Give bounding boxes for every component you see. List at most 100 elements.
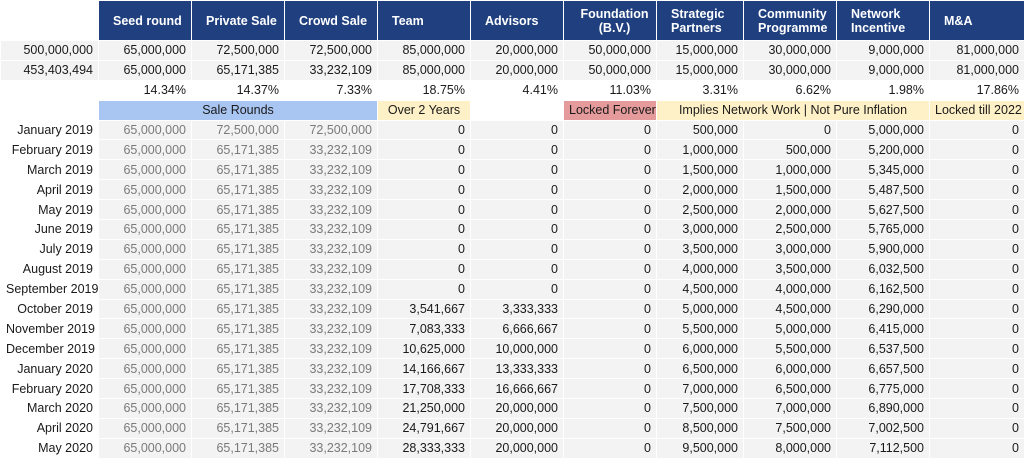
month-value-cell[interactable]: 65,000,000 <box>99 220 192 240</box>
month-label-cell[interactable]: October 2019 <box>1 299 99 319</box>
month-value-cell[interactable]: 5,500,000 <box>744 339 837 359</box>
month-value-cell[interactable]: 65,000,000 <box>99 279 192 299</box>
month-value-cell[interactable]: 20,000,000 <box>471 399 564 419</box>
month-value-cell[interactable]: 6,032,500 <box>837 259 930 279</box>
totals-value-cell[interactable]: 72,500,000 <box>192 41 285 61</box>
month-value-cell[interactable]: 65,000,000 <box>99 239 192 259</box>
month-value-cell[interactable]: 33,232,109 <box>285 438 378 458</box>
month-value-cell[interactable]: 0 <box>378 220 471 240</box>
header-m-and-a[interactable]: M&A <box>930 1 1024 41</box>
month-value-cell[interactable]: 500,000 <box>657 120 744 140</box>
month-value-cell[interactable]: 0 <box>378 120 471 140</box>
band-empty-cell[interactable] <box>1 100 99 120</box>
totals-value-cell[interactable]: 65,000,000 <box>99 60 192 80</box>
month-value-cell[interactable]: 72,500,000 <box>285 120 378 140</box>
month-label-cell[interactable]: June 2019 <box>1 220 99 240</box>
month-value-cell[interactable]: 0 <box>471 239 564 259</box>
month-value-cell[interactable]: 3,000,000 <box>657 220 744 240</box>
month-label-cell[interactable]: July 2019 <box>1 239 99 259</box>
month-value-cell[interactable]: 65,171,385 <box>192 200 285 220</box>
month-label-cell[interactable]: April 2020 <box>1 418 99 438</box>
month-value-cell[interactable]: 3,541,667 <box>378 299 471 319</box>
month-value-cell[interactable]: 6,890,000 <box>837 399 930 419</box>
month-value-cell[interactable]: 65,000,000 <box>99 319 192 339</box>
month-value-cell[interactable]: 1,000,000 <box>744 160 837 180</box>
month-value-cell[interactable]: 21,250,000 <box>378 399 471 419</box>
month-value-cell[interactable]: 65,000,000 <box>99 418 192 438</box>
month-value-cell[interactable]: 65,000,000 <box>99 359 192 379</box>
month-value-cell[interactable]: 1,000,000 <box>657 140 744 160</box>
month-value-cell[interactable]: 4,500,000 <box>657 279 744 299</box>
totals-value-cell[interactable]: 30,000,000 <box>744 41 837 61</box>
month-label-cell[interactable]: April 2019 <box>1 180 99 200</box>
month-value-cell[interactable]: 0 <box>930 438 1024 458</box>
month-value-cell[interactable]: 65,000,000 <box>99 399 192 419</box>
month-value-cell[interactable]: 0 <box>930 339 1024 359</box>
header-network-incentive[interactable]: Network Incentive <box>837 1 930 41</box>
totals-value-cell[interactable]: 1.98% <box>837 80 930 100</box>
month-value-cell[interactable]: 7,500,000 <box>744 418 837 438</box>
month-value-cell[interactable]: 0 <box>930 160 1024 180</box>
month-value-cell[interactable]: 0 <box>471 259 564 279</box>
month-value-cell[interactable]: 0 <box>930 239 1024 259</box>
month-value-cell[interactable]: 6,415,000 <box>837 319 930 339</box>
month-value-cell[interactable]: 20,000,000 <box>471 438 564 458</box>
month-value-cell[interactable]: 0 <box>744 120 837 140</box>
month-label-cell[interactable]: March 2019 <box>1 160 99 180</box>
month-value-cell[interactable]: 7,000,000 <box>744 399 837 419</box>
month-value-cell[interactable]: 65,171,385 <box>192 220 285 240</box>
month-value-cell[interactable]: 3,333,333 <box>471 299 564 319</box>
month-value-cell[interactable]: 0 <box>930 359 1024 379</box>
month-value-cell[interactable]: 6,500,000 <box>744 379 837 399</box>
totals-value-cell[interactable]: 85,000,000 <box>378 60 471 80</box>
month-value-cell[interactable]: 33,232,109 <box>285 299 378 319</box>
totals-value-cell[interactable]: 15,000,000 <box>657 41 744 61</box>
month-label-cell[interactable]: March 2020 <box>1 399 99 419</box>
month-value-cell[interactable]: 7,000,000 <box>657 379 744 399</box>
month-value-cell[interactable]: 5,200,000 <box>837 140 930 160</box>
month-value-cell[interactable]: 65,000,000 <box>99 120 192 140</box>
totals-value-cell[interactable]: 33,232,109 <box>285 60 378 80</box>
totals-value-cell[interactable]: 72,500,000 <box>285 41 378 61</box>
month-value-cell[interactable]: 8,500,000 <box>657 418 744 438</box>
band-advisors-empty[interactable] <box>471 100 564 120</box>
totals-value-cell[interactable]: 9,000,000 <box>837 41 930 61</box>
totals-value-cell[interactable]: 4.41% <box>471 80 564 100</box>
totals-value-cell[interactable]: 9,000,000 <box>837 60 930 80</box>
month-value-cell[interactable]: 65,171,385 <box>192 379 285 399</box>
month-value-cell[interactable]: 33,232,109 <box>285 379 378 399</box>
totals-value-cell[interactable]: 14.34% <box>99 80 192 100</box>
month-value-cell[interactable]: 0 <box>930 200 1024 220</box>
month-value-cell[interactable]: 65,171,385 <box>192 438 285 458</box>
totals-value-cell[interactable]: 20,000,000 <box>471 60 564 80</box>
totals-value-cell[interactable]: 18.75% <box>378 80 471 100</box>
month-value-cell[interactable]: 0 <box>930 180 1024 200</box>
month-label-cell[interactable]: September 2019 <box>1 279 99 299</box>
month-label-cell[interactable]: December 2019 <box>1 339 99 359</box>
header-private-sale[interactable]: Private Sale <box>192 1 285 41</box>
month-value-cell[interactable]: 0 <box>471 220 564 240</box>
month-value-cell[interactable]: 0 <box>564 279 657 299</box>
month-value-cell[interactable]: 0 <box>378 200 471 220</box>
month-value-cell[interactable]: 0 <box>564 299 657 319</box>
month-value-cell[interactable]: 28,333,333 <box>378 438 471 458</box>
month-value-cell[interactable]: 33,232,109 <box>285 399 378 419</box>
month-value-cell[interactable]: 0 <box>930 120 1024 140</box>
month-value-cell[interactable]: 33,232,109 <box>285 220 378 240</box>
band-network-work[interactable]: Implies Network Work | Not Pure Inflatio… <box>657 100 930 120</box>
month-value-cell[interactable]: 4,000,000 <box>744 279 837 299</box>
month-value-cell[interactable]: 5,000,000 <box>837 120 930 140</box>
header-community-programme[interactable]: Community Programme <box>744 1 837 41</box>
month-label-cell[interactable]: January 2019 <box>1 120 99 140</box>
month-value-cell[interactable]: 1,500,000 <box>744 180 837 200</box>
band-sale-rounds[interactable]: Sale Rounds <box>99 100 378 120</box>
month-label-cell[interactable]: February 2020 <box>1 379 99 399</box>
month-value-cell[interactable]: 0 <box>378 279 471 299</box>
month-value-cell[interactable]: 5,900,000 <box>837 239 930 259</box>
month-value-cell[interactable]: 0 <box>378 239 471 259</box>
month-label-cell[interactable]: February 2019 <box>1 140 99 160</box>
totals-label-cell[interactable]: 453,403,494 <box>1 60 99 80</box>
month-value-cell[interactable]: 9,500,000 <box>657 438 744 458</box>
month-value-cell[interactable]: 4,500,000 <box>744 299 837 319</box>
month-value-cell[interactable]: 65,171,385 <box>192 160 285 180</box>
